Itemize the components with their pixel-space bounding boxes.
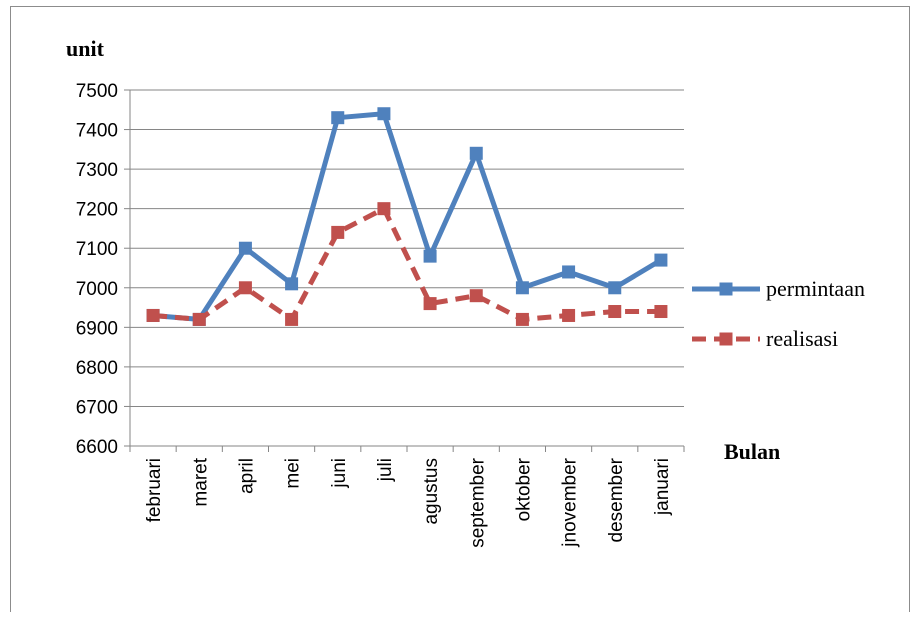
x-tick-label-januari: januari (652, 458, 673, 516)
y-tick-labels: 6600 6700 6800 6900 7000 7100 7200 7300 7400 7500 (76, 81, 118, 458)
y-tick-label-2: 6800 (76, 358, 118, 379)
point-realisasi-jnovember (562, 308, 576, 322)
point-realisasi-februari (146, 308, 160, 322)
point-permintaan-oktober (515, 281, 529, 295)
x-tick-label-oktober: oktober (513, 457, 534, 521)
x-tick-label-april: april (236, 458, 257, 494)
y-tick-label-5: 7100 (76, 239, 118, 260)
point-permintaan-april (238, 241, 252, 255)
y-tick-label-7: 7300 (76, 160, 118, 181)
y-axis-title: unit (66, 36, 105, 61)
point-realisasi-oktober (515, 312, 529, 326)
y-tick-label-0: 6600 (76, 437, 118, 458)
y-tick-label-4: 7000 (76, 279, 118, 300)
gridlines (124, 89, 684, 447)
y-tick-label-1: 6700 (76, 397, 118, 418)
point-permintaan-jnovember (562, 265, 576, 279)
x-tick-labels: februari maret april mei juni juli agustus sept… (144, 457, 673, 547)
x-axis-title: Bulan (724, 439, 780, 464)
series-group (146, 107, 668, 326)
series-line-realisasi (152, 206, 661, 322)
x-tick-label-juli: juli (375, 458, 396, 482)
x-tick-label-mei: mei (283, 458, 304, 489)
legend-label-permintaan: permintaan (766, 276, 865, 301)
x-tick-label-februari: februari (144, 458, 165, 522)
point-realisasi-januari (654, 305, 668, 319)
x-tick-label-juni: juni (329, 458, 350, 489)
point-realisasi-juni (331, 225, 345, 239)
point-permintaan-juni (331, 111, 345, 125)
x-tick-label-agustus: agustus (421, 458, 442, 525)
point-permintaan-mei (285, 277, 299, 291)
axes (129, 90, 685, 452)
chart-frame (10, 6, 910, 612)
point-realisasi-agustus (423, 297, 437, 311)
point-realisasi-maret (192, 312, 206, 326)
y-tick-label-6: 7200 (76, 200, 118, 221)
legend-marker-realisasi (719, 332, 733, 346)
legend-label-realisasi: realisasi (766, 326, 838, 351)
point-permintaan-januari (654, 253, 668, 267)
point-realisasi-desember (608, 305, 622, 319)
point-realisasi-juli (377, 202, 391, 216)
x-tick-label-maret: maret (190, 457, 211, 506)
x-tick-label-desember: desember (606, 457, 627, 542)
legend: permintaan realisasi (692, 276, 865, 351)
point-realisasi-april (238, 281, 252, 295)
point-permintaan-agustus (423, 249, 437, 263)
x-tick-label-september: september (467, 457, 488, 547)
point-realisasi-mei (285, 312, 299, 326)
x-tick-label-jnovember: jnovember (560, 457, 581, 547)
point-permintaan-juli (377, 107, 391, 121)
legend-marker-permintaan (719, 282, 733, 296)
point-permintaan-desember (608, 281, 622, 295)
y-tick-label-8: 7400 (76, 121, 118, 142)
y-tick-label-3: 6900 (76, 318, 118, 339)
series-line-permintaan (152, 111, 663, 322)
point-permintaan-september (469, 146, 483, 160)
point-realisasi-september (469, 289, 483, 303)
y-tick-label-9: 7500 (76, 81, 118, 102)
